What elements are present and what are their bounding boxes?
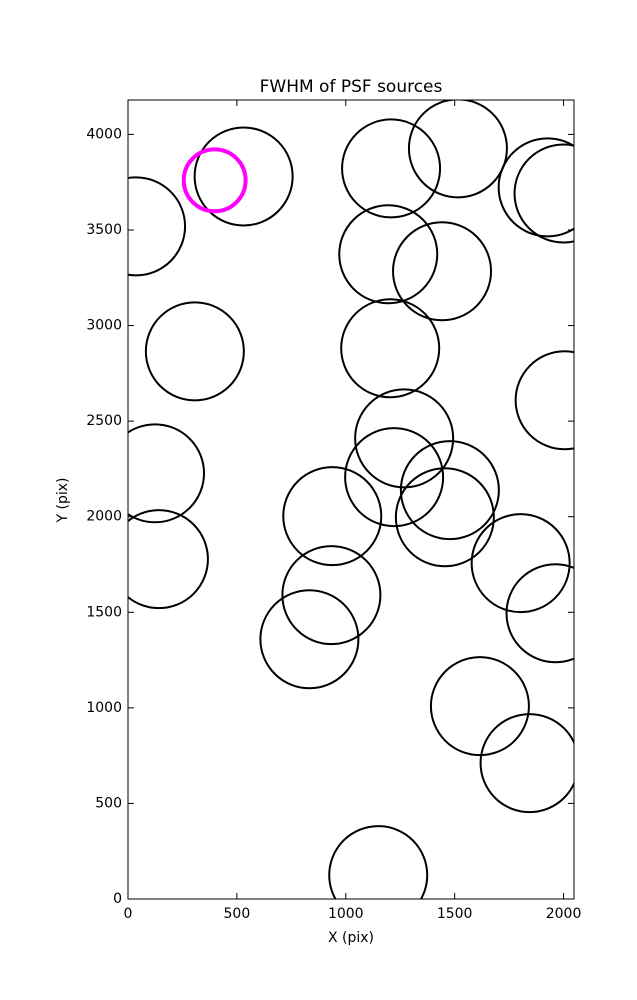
y-tick-label: 4000 [86, 126, 122, 142]
source-circle [128, 509, 209, 610]
source-circle [497, 137, 574, 238]
y-tick-label: 0 [113, 891, 122, 907]
y-tick-label: 500 [95, 795, 122, 811]
source-circle [505, 563, 574, 664]
source-circle [193, 126, 294, 227]
y-tick-label: 3000 [86, 318, 122, 334]
source-circle [338, 204, 439, 305]
source-circle [281, 545, 382, 646]
source-circle [181, 147, 248, 214]
y-axis-label: Y (pix) [55, 478, 71, 524]
source-circle [328, 825, 429, 899]
source-circle [470, 513, 571, 614]
plot-area [128, 100, 574, 899]
source-circle [392, 221, 493, 322]
source-circle [128, 423, 205, 524]
plot-frame [127, 99, 575, 900]
source-circle [514, 350, 574, 451]
source-circle [399, 440, 500, 541]
source-circle [407, 100, 508, 199]
chart-title: FWHM of PSF sources [260, 77, 443, 97]
x-tick-label: 500 [224, 906, 251, 922]
source-circle [429, 656, 530, 757]
source-circle [282, 466, 383, 567]
x-tick-label: 1500 [437, 906, 473, 922]
y-tick-label: 2500 [86, 413, 122, 429]
y-tick-label: 3500 [86, 222, 122, 238]
source-circle [479, 713, 574, 814]
source-circle [341, 118, 442, 219]
source-circle [340, 298, 441, 399]
source-circle [144, 301, 245, 402]
y-tick-label: 1000 [86, 700, 122, 716]
x-tick-label: 0 [124, 906, 133, 922]
x-tick-label: 2000 [546, 906, 582, 922]
source-circle [394, 467, 495, 568]
source-circle [354, 388, 455, 489]
source-circle [513, 143, 574, 244]
source-circle [128, 176, 187, 277]
x-axis-label: X (pix) [328, 930, 374, 946]
y-tick-label: 1500 [86, 604, 122, 620]
x-tick-label: 1000 [328, 906, 364, 922]
source-circle [259, 589, 360, 690]
y-tick-label: 2000 [86, 509, 122, 525]
source-circle [344, 427, 445, 528]
